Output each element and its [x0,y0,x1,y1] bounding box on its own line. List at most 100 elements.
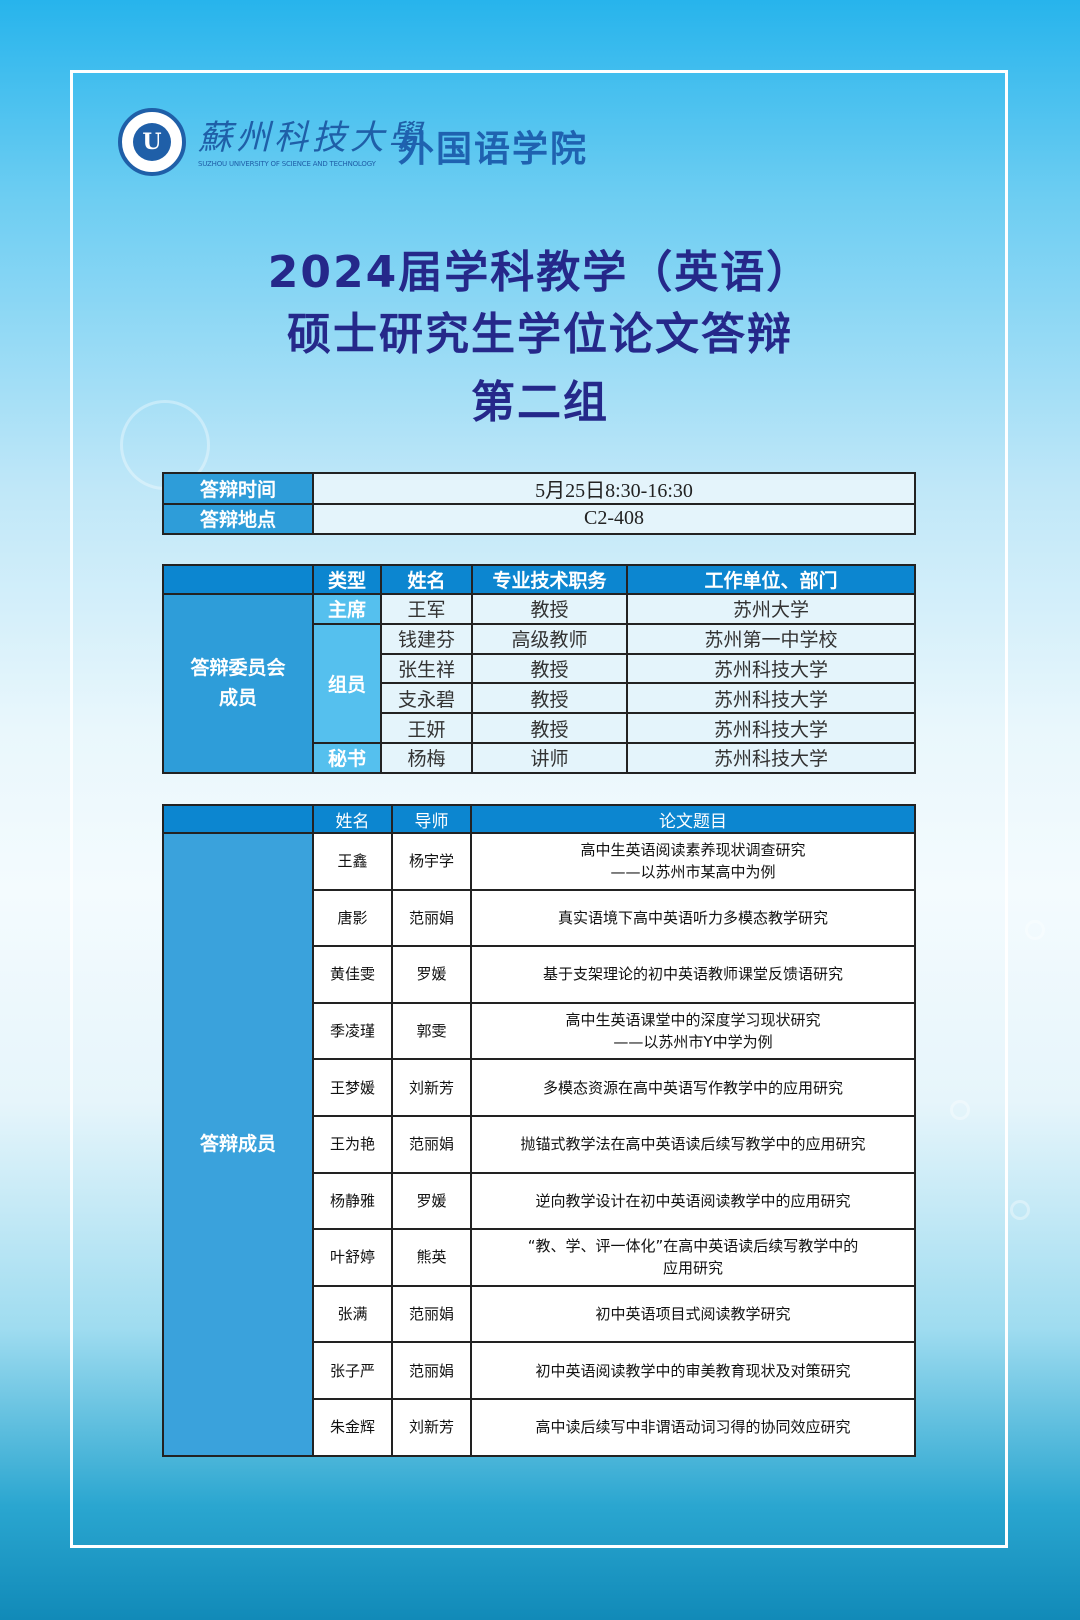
thesis-topic-line1: 基于支架理论的初中英语教师课堂反馈语研究 [542,965,843,984]
committee-table: 类型 姓名 专业技术职务 工作单位、部门 答辩委员会成员 主席 王军 教授 苏州… [162,564,916,774]
student-name: 张满 [312,1284,393,1344]
table-row: 季凌瑾 郭雯 高中生英语课堂中的深度学习现状研究 ——以苏州市Y中学为例 [163,1001,916,1061]
member-unit: 苏州科技大学 [626,712,916,744]
header-blank [162,804,314,834]
member-title: 教授 [471,593,628,625]
table-row: 张满 范丽娟 初中英语项目式阅读教学研究 [163,1284,916,1344]
time-label: 答辩时间 [162,472,314,505]
member-unit: 苏州第一中学校 [626,622,916,655]
member-name: 支永碧 [380,682,473,715]
decorative-circle [1010,1200,1030,1220]
table-row: 秘书 杨梅 讲师 苏州科技大学 [163,741,916,774]
title-line3: 第二组 [471,377,609,428]
member-name: 钱建芬 [380,622,473,655]
thesis-topic: 初中英语项目式阅读教学研究 [470,1284,916,1344]
title-line1: 2024届学科教学（英语） [267,247,813,298]
student-advisor: 罗媛 [391,1171,472,1231]
student-advisor: 刘新芳 [391,1397,472,1457]
member-title: 教授 [471,682,628,715]
student-advisor: 郭雯 [391,1001,472,1061]
thesis-topic-line1: 高中生英语课堂中的深度学习现状研究 [565,1011,821,1030]
header-topic: 论文题目 [470,804,916,834]
table-row: 支永碧 教授 苏州科技大学 [163,682,916,715]
table-header: 类型 姓名 专业技术职务 工作单位、部门 [162,564,916,595]
member-unit: 苏州科技大学 [626,741,916,774]
table-row: 黄佳雯 罗媛 基于支架理论的初中英语教师课堂反馈语研究 [163,945,916,1004]
table-header: 姓名 导师 论文题目 [162,804,916,834]
thesis-topic-line1: 高中生英语阅读素养现状调查研究 [580,841,806,860]
table-row: 答辩时间 5月25日8:30-16:30 [162,472,916,505]
thesis-topic: “教、学、评一体化”在高中英语读后续写教学中的 应用研究 [470,1228,916,1287]
thesis-topic: 真实语境下高中英语听力多模态教学研究 [470,888,916,948]
table-row: 王妍 教授 苏州科技大学 [163,712,916,744]
university-name-cn: 蘇州科技大學 [198,118,426,158]
student-name: 王鑫 [312,832,393,891]
thesis-topic-line1: 逆向教学设计在初中英语阅读教学中的应用研究 [535,1191,851,1210]
thesis-topic: 高中生英语阅读素养现状调查研究 ——以苏州市某高中为例 [470,832,916,891]
member-unit: 苏州科技大学 [626,682,916,715]
student-advisor: 范丽娟 [391,888,472,948]
student-name: 王为艳 [312,1114,393,1174]
decorative-circle [1025,920,1045,940]
thesis-topic-line1: 高中读后续写中非谓语动词习得的协同效应研究 [535,1418,851,1437]
student-advisor: 杨宇学 [391,832,472,891]
thesis-topic: 高中生英语课堂中的深度学习现状研究 ——以苏州市Y中学为例 [470,1001,916,1061]
poster-frame [70,70,1008,1548]
student-advisor: 罗媛 [391,945,472,1004]
thesis-topic-line2: ——以苏州市某高中为例 [610,863,776,882]
thesis-topic-line1: 初中英语项目式阅读教学研究 [595,1305,791,1324]
student-advisor: 熊英 [391,1228,472,1287]
student-name: 王梦媛 [312,1058,393,1117]
student-advisor: 范丽娟 [391,1114,472,1174]
table-row: 组员 钱建芬 高级教师 苏州第一中学校 [163,622,916,744]
student-advisor: 范丽娟 [391,1341,472,1400]
defense-info-table: 答辩时间 5月25日8:30-16:30 答辩地点 C2-408 [162,472,916,535]
header-blank [162,564,314,595]
school-name: 外国语学院 [398,129,589,170]
member-title: 高级教师 [471,622,628,655]
member-name: 王军 [380,593,473,625]
thesis-topic: 多模态资源在高中英语写作教学中的应用研究 [470,1058,916,1117]
student-name: 杨静雅 [312,1171,393,1231]
committee-group-label: 答辩委员会成员 [162,593,314,774]
thesis-topic: 初中英语阅读教学中的审美教育现状及对策研究 [470,1341,916,1400]
student-advisor: 范丽娟 [391,1284,472,1344]
university-name-en: SUZHOU UNIVERSITY OF SCIENCE AND TECHNOL… [198,160,376,168]
student-name: 张子严 [312,1341,393,1400]
member-title: 教授 [471,652,628,685]
table-row: 答辩成员 王鑫 杨宇学 高中生英语阅读素养现状调查研究 ——以苏州市某高中为例 [162,832,916,1457]
students-table: 姓名 导师 论文题目 答辩成员 王鑫 杨宇学 高中生英语阅读素养现状调查研究 ——以苏州… [162,804,916,1457]
thesis-topic-line1: 多模态资源在高中英语写作教学中的应用研究 [542,1078,843,1097]
role-members: 组员 [312,622,382,744]
table-row: 答辩地点 C2-408 [162,503,916,535]
member-unit: 苏州科技大学 [626,652,916,685]
thesis-topic-line1: 初中英语阅读教学中的审美教育现状及对策研究 [535,1361,851,1380]
header-unit: 工作单位、部门 [626,564,916,595]
header-title: 专业技术职务 [471,564,628,595]
header-advisor: 导师 [391,804,472,834]
header-type: 类型 [312,564,382,595]
role-chair: 主席 [312,593,382,625]
thesis-topic-line1: 真实语境下高中英语听力多模态教学研究 [557,908,828,927]
member-unit: 苏州大学 [626,593,916,625]
table-row: 王梦媛 刘新芳 多模态资源在高中英语写作教学中的应用研究 [163,1058,916,1117]
table-row: 唐影 范丽娟 真实语境下高中英语听力多模态教学研究 [163,888,916,948]
student-name: 季凌瑾 [312,1001,393,1061]
thesis-topic: 抛锚式教学法在高中英语读后续写教学中的应用研究 [470,1114,916,1174]
student-name: 叶舒婷 [312,1228,393,1287]
thesis-topic: 基于支架理论的初中英语教师课堂反馈语研究 [470,945,916,1004]
table-row: 张生祥 教授 苏州科技大学 [163,652,916,685]
student-advisor: 刘新芳 [391,1058,472,1117]
member-name: 杨梅 [380,741,473,774]
thesis-topic-line2: ——以苏州市Y中学为例 [613,1033,773,1052]
student-name: 黄佳雯 [312,945,393,1004]
table-row: 杨静雅 罗媛 逆向教学设计在初中英语阅读教学中的应用研究 [163,1171,916,1231]
table-row: 朱金辉 刘新芳 高中读后续写中非谓语动词习得的协同效应研究 [163,1397,916,1457]
member-title: 教授 [471,712,628,744]
thesis-topic: 逆向教学设计在初中英语阅读教学中的应用研究 [470,1171,916,1231]
thesis-topic: 高中读后续写中非谓语动词习得的协同效应研究 [470,1397,916,1457]
member-name: 王妍 [380,712,473,744]
table-row: 答辩委员会成员 主席 王军 教授 苏州大学 [162,593,916,774]
university-logo: U [118,108,186,176]
thesis-topic-line2: 应用研究 [662,1259,723,1278]
